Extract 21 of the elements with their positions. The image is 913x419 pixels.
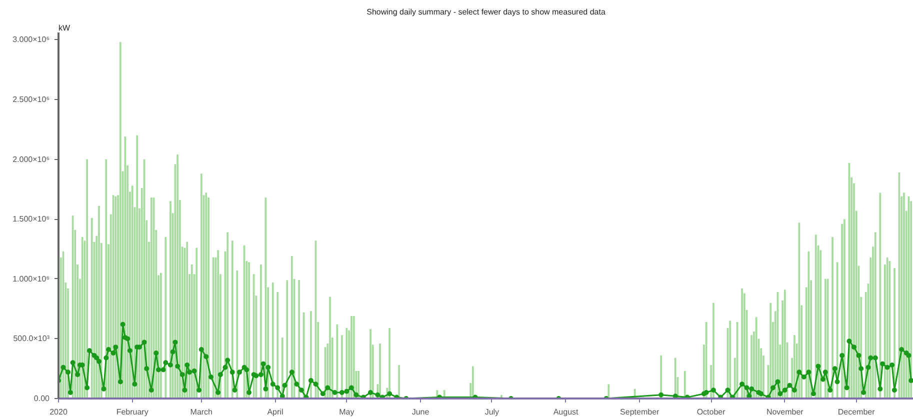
y-tick-label: 2.500×10⁶ [12, 94, 50, 104]
x-tick-label: October [696, 408, 726, 416]
x-tick-label: March [190, 408, 213, 416]
x-tick-label: August [553, 408, 580, 416]
x-tick-label: July [484, 408, 500, 416]
y-tick-label: 1.000×10⁶ [12, 274, 50, 284]
y-axis-title: kW [58, 24, 70, 32]
x-tick-label: February [116, 408, 148, 416]
y-tick-label: 500.0×10³ [13, 334, 50, 344]
x-tick-label: April [267, 408, 284, 416]
x-tick-label: May [339, 408, 354, 416]
x-tick-label: 2020 [50, 408, 68, 416]
x-tick-label: November [766, 408, 804, 416]
y-tick-label: 1.500×10⁶ [12, 214, 50, 224]
x-tick-label: June [412, 408, 430, 416]
y-tick-label: 3.000×10⁶ [12, 35, 50, 44]
x-tick-label: December [838, 408, 876, 416]
x-tick-label: September [620, 408, 660, 416]
chart-title: Showing daily summary - select fewer days to show measured data [366, 8, 606, 16]
y-tick-label: 2.000×10⁶ [12, 154, 50, 164]
y-tick-label: 0.00 [34, 394, 50, 403]
